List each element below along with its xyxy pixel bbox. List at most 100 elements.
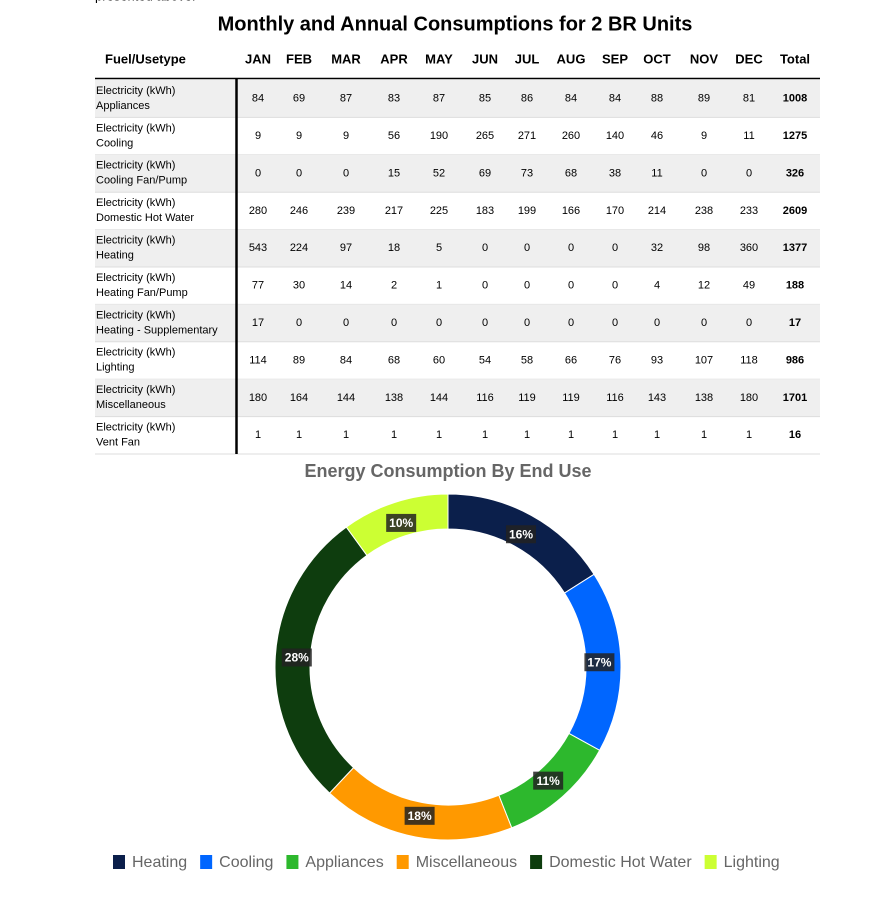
row-use: Heating Fan/Pump <box>96 287 188 299</box>
cell-value: 143 <box>648 392 666 404</box>
cell-value: 58 <box>521 354 533 366</box>
cell-value: 4 <box>654 280 660 292</box>
data-label: 17% <box>587 655 611 669</box>
cell-value: 114 <box>249 354 267 366</box>
row-use: Lighting <box>96 362 135 374</box>
legend-swatch <box>113 855 125 869</box>
cell-value: 1 <box>343 429 349 441</box>
column-header: MAY <box>425 51 453 66</box>
row-total: 2609 <box>783 205 807 217</box>
cell-value: 0 <box>746 317 752 329</box>
cell-value: 56 <box>388 130 400 142</box>
cell-value: 14 <box>340 280 352 292</box>
cell-value: 180 <box>740 392 758 404</box>
cell-value: 225 <box>430 205 448 217</box>
cell-value: 0 <box>701 317 707 329</box>
cell-value: 118 <box>740 354 758 366</box>
legend-label: Heating <box>132 854 187 871</box>
cell-value: 12 <box>698 280 710 292</box>
row-fuel: Electricity (kWh) <box>96 422 175 434</box>
cell-value: 86 <box>521 93 533 105</box>
cell-value: 84 <box>340 354 352 366</box>
cell-value: 116 <box>476 392 494 404</box>
cell-value: 1 <box>524 429 530 441</box>
row-use: Cooling <box>96 137 133 149</box>
legend-swatch <box>530 855 543 869</box>
cell-value: 83 <box>388 93 400 105</box>
cell-value: 224 <box>290 242 308 254</box>
cell-value: 199 <box>518 205 536 217</box>
cell-value: 260 <box>562 130 580 142</box>
legend-label: Domestic Hot Water <box>549 854 692 871</box>
row-fuel: Electricity (kWh) <box>96 122 175 134</box>
legend-swatch <box>200 855 213 869</box>
cell-value: 0 <box>482 317 488 329</box>
cell-value: 180 <box>249 392 267 404</box>
row-fuel: Electricity (kWh) <box>96 347 175 359</box>
row-fuel: Electricity (kWh) <box>96 160 175 172</box>
cell-value: 246 <box>290 205 308 217</box>
row-fuel: Electricity (kWh) <box>96 85 175 97</box>
cell-value: 84 <box>565 93 577 105</box>
data-label: 10% <box>389 516 413 530</box>
row-fuel: Electricity (kWh) <box>96 272 175 284</box>
column-header: NOV <box>690 51 719 66</box>
table-title: Monthly and Annual Consumptions for 2 BR… <box>218 13 693 35</box>
cell-value: 138 <box>385 392 403 404</box>
column-header: OCT <box>643 51 671 66</box>
cell-value: 87 <box>433 93 445 105</box>
cell-value: 84 <box>609 93 621 105</box>
cell-value: 214 <box>648 205 666 217</box>
row-bg <box>95 154 820 193</box>
cell-value: 81 <box>743 93 755 105</box>
column-header: SEP <box>602 51 628 66</box>
cell-value: 360 <box>740 242 758 254</box>
cell-value: 119 <box>518 392 536 404</box>
row-total: 188 <box>786 280 804 292</box>
cell-value: 1 <box>436 429 442 441</box>
cell-value: 217 <box>385 205 403 217</box>
cell-value: 1 <box>701 429 707 441</box>
cell-value: 1 <box>436 280 442 292</box>
row-fuel: Electricity (kWh) <box>96 384 175 396</box>
cell-value: 0 <box>612 280 618 292</box>
cell-value: 77 <box>252 280 264 292</box>
row-total: 326 <box>786 167 804 179</box>
chart-title: Energy Consumption By End Use <box>304 461 591 481</box>
donut-slice <box>447 493 595 594</box>
row-total: 1008 <box>783 93 807 105</box>
cell-value: 0 <box>482 280 488 292</box>
column-header: AUG <box>557 51 586 66</box>
row-use: Domestic Hot Water <box>96 212 194 224</box>
data-label-bg <box>533 771 564 790</box>
cell-value: 76 <box>609 354 621 366</box>
row-total: 1275 <box>783 130 807 142</box>
legend-label: Lighting <box>724 854 780 871</box>
cell-value: 68 <box>565 167 577 179</box>
cell-value: 239 <box>337 205 355 217</box>
cell-value: 0 <box>255 167 261 179</box>
cell-value: 84 <box>252 93 264 105</box>
cell-value: 1 <box>255 429 261 441</box>
cell-value: 69 <box>293 93 305 105</box>
cell-value: 1 <box>654 429 660 441</box>
data-label-bg <box>404 806 435 825</box>
row-bg <box>95 379 820 417</box>
cell-value: 0 <box>524 280 530 292</box>
cell-value: 68 <box>388 354 400 366</box>
cell-value: 32 <box>651 242 663 254</box>
cell-value: 5 <box>436 242 442 254</box>
column-header: FEB <box>286 51 312 66</box>
cell-value: 73 <box>521 167 533 179</box>
row-fuel: Electricity (kWh) <box>96 197 175 209</box>
cell-value: 54 <box>479 354 491 366</box>
cell-value: 0 <box>654 317 660 329</box>
cell-value: 265 <box>476 130 494 142</box>
cell-value: 0 <box>701 167 707 179</box>
cell-value: 11 <box>651 167 662 179</box>
cell-value: 49 <box>743 280 755 292</box>
data-label: 28% <box>285 651 309 665</box>
cell-value: 89 <box>698 93 710 105</box>
donut-slice <box>328 766 513 841</box>
cell-value: 11 <box>743 130 754 142</box>
